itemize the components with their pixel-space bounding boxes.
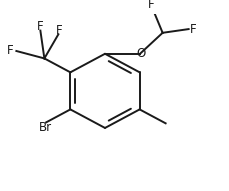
Text: F: F bbox=[7, 45, 14, 57]
Text: Br: Br bbox=[38, 121, 52, 134]
Text: F: F bbox=[56, 24, 63, 37]
Text: F: F bbox=[190, 23, 197, 36]
Text: F: F bbox=[37, 20, 44, 33]
Text: F: F bbox=[148, 0, 155, 11]
Text: O: O bbox=[136, 47, 146, 60]
